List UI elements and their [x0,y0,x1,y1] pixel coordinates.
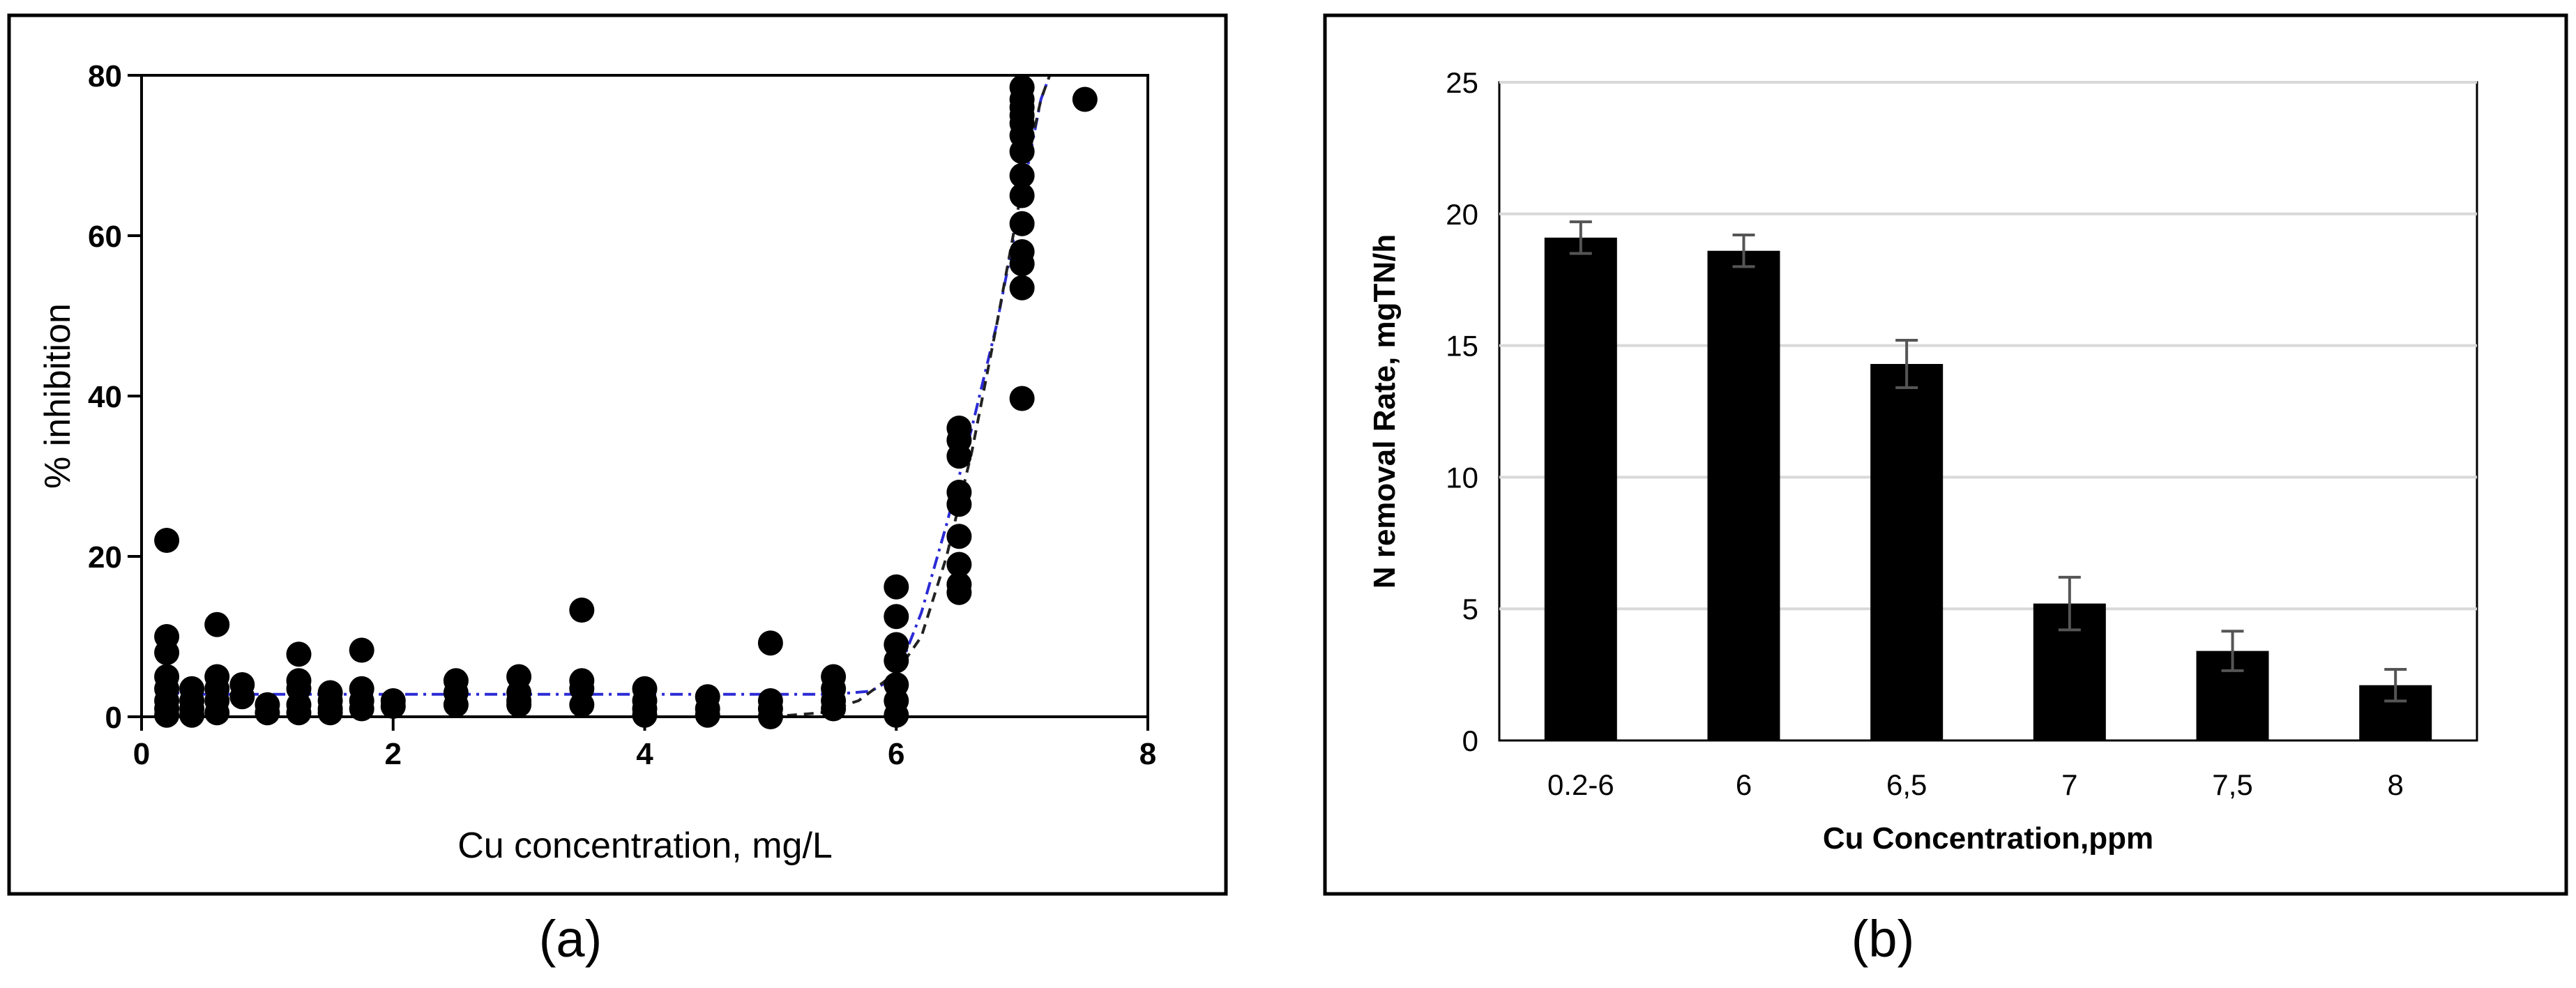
panel-b-error-bar [2221,630,2244,672]
panel-a-data-point [229,684,255,710]
panel-a-data-point [1009,386,1035,411]
panel-a-data-point [154,702,180,728]
panel-b-bar [1870,364,1944,740]
panel-a-data-point [946,492,972,517]
panel-a-y-axis-label: % inhibition [38,303,78,489]
panel-a-data-point [1009,183,1035,208]
panel-a-data-point [1009,251,1035,277]
panel-a-data-point [255,700,280,726]
panel-a-x-tick-label: 6 [888,737,904,771]
panel-b-bars [1544,220,2432,740]
panel-a-data-point [349,637,374,663]
panel-a-data-point [1072,86,1098,112]
panel-b-y-tick-label: 20 [1446,198,1478,231]
panel-b-x-tick-label: 8 [2387,768,2403,801]
panel-b-x-tick-label: 7 [2061,768,2077,801]
panel-b-plot-area [1498,81,2478,742]
panel-a-axes: 0 20 40 60 80 0 2 4 6 8 [88,59,1156,771]
panel-a-x-tick-label: 0 [133,737,150,771]
panel-a-data-point [443,692,469,717]
panel-b-y-tick-label: 5 [1462,593,1478,625]
panel-a-data-point [286,641,312,667]
panel-a-x-tick-label: 8 [1139,737,1156,771]
panel-a-data-point [506,692,532,717]
panel-a-data-point [204,611,230,637]
panel-b-error-bar [1569,220,1592,255]
panel-a-data-point [1009,275,1035,301]
panel-a-y-tick-label: 40 [88,380,122,414]
panel-b-frame [1323,13,2568,896]
panel-b-y-tick-label: 0 [1462,724,1478,757]
panel-b-error-bar [2058,575,2081,632]
panel-b-error-bar [1732,234,1755,268]
panel-a-data-point [632,702,658,728]
panel-b-error-bar [1895,339,1918,390]
panel-a-x-tick-label: 2 [385,737,402,771]
panel-a-data-point [317,700,343,726]
panel-b-gridlines [1499,81,2477,611]
panel-a-data-point [946,524,972,549]
panel-a-data-point [154,640,180,665]
panel-b-x-tick-label: 7,5 [2212,768,2252,801]
panel-b-y-tick-label: 10 [1446,461,1478,494]
panel-a-frame [7,13,1228,896]
panel-a-data-point [179,702,205,728]
panel-a-points [154,75,1098,729]
panel-a-fit-lines [167,75,1052,718]
panel-a-y-tick-label: 0 [105,701,122,735]
panel-b-x-tick-label: 0.2-6 [1547,768,1614,801]
panel-a-data-point [946,579,972,605]
panel-b-y-tick-label: 15 [1446,330,1478,363]
panel-a-data-point [204,700,230,726]
panel-a-y-tick-label: 20 [88,540,122,575]
panel-b: 0 5 10 15 20 25 0.2-6 6 6,5 7 7,5 8 Cu Concentratio… [1323,13,2568,968]
panel-a-x-tick-label: 4 [636,737,653,771]
panel-a-y-tick-label: 80 [88,59,122,93]
panel-a-plot-area [140,74,1149,718]
panel-b-y-tick-label: 25 [1446,66,1478,99]
panel-a-data-point [1009,211,1035,236]
panel-a-data-point [757,630,783,656]
panel-a-data-point [286,700,312,726]
panel-a-caption: (a) [539,910,602,968]
panel-a-data-point [695,702,720,728]
panel-a-y-tick-label: 60 [88,220,122,254]
panel-a-data-point [154,528,180,553]
panel-a-data-point [1009,139,1035,165]
panel-a-data-point [884,648,909,674]
panel-a-data-point [569,692,595,717]
panel-a: 0 20 40 60 80 0 2 4 6 8 Cu concentration, mg/L % … [7,13,1228,968]
panel-b-error-bar [2384,668,2407,703]
panel-a-fit-line [167,75,1052,696]
panel-a-data-point [884,702,909,728]
panel-b-bar [1707,250,1780,740]
panel-b-y-axis-label: N removal Rate, mgTN/h [1367,234,1402,589]
panel-a-data-point [946,552,972,577]
panel-a-data-point [569,598,595,623]
panel-a-data-point [884,574,909,600]
panel-a-data-point [946,443,972,469]
panel-a-fit-line [770,75,1052,718]
panel-b-bar [1544,237,1617,740]
panel-b-x-axis-label: Cu Concentration,ppm [1823,821,2153,856]
panel-a-data-point [1009,162,1035,188]
panel-b-axes: 0 5 10 15 20 25 0.2-6 6 6,5 7 7,5 8 [1446,66,2404,801]
panel-a-x-axis-label: Cu concentration, mg/L [457,826,833,866]
panel-a-data-point [821,696,847,722]
panel-a-data-point [884,604,909,630]
panel-b-x-tick-label: 6,5 [1886,768,1927,801]
panel-a-data-point [380,694,406,719]
panel-b-caption: (b) [1851,910,1914,968]
panel-b-x-tick-label: 6 [1736,768,1752,801]
panel-a-data-point [349,696,374,722]
